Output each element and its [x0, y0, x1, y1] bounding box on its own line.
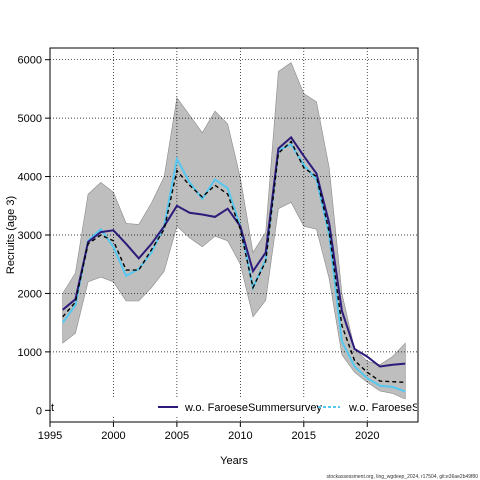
x-tick-label: 2015 — [292, 430, 316, 442]
series-layer — [61, 135, 406, 393]
y-tick-label: 1000 — [18, 347, 42, 359]
y-axis-title: Recruits (age 3) — [5, 196, 17, 274]
x-axis-title: Years — [220, 455, 248, 467]
series-line-summer — [62, 135, 406, 368]
series-line-spring — [61, 143, 406, 393]
x-axis: 1995 2000 2005 2010 2015 2020 — [38, 422, 379, 442]
y-tick-label: 4000 — [18, 172, 42, 184]
legend-label-summer: w.o. FaroeseSummersurvey — [184, 402, 322, 414]
legend-label-spring: w.o. FaroeseSp — [348, 402, 425, 414]
y-tick-label: 3000 — [18, 230, 42, 242]
legend: t w.o. FaroeseSummersurvey w.o. FaroeseS… — [51, 399, 425, 415]
x-tick-label: 2000 — [101, 430, 125, 442]
y-tick-label: 0 — [36, 405, 42, 417]
credit-text: stockassessment.org, ling_wgdeep_2024, r… — [327, 474, 479, 480]
y-tick-label: 5000 — [18, 113, 42, 125]
x-tick-label: 2005 — [165, 430, 189, 442]
y-tick-label: 6000 — [18, 55, 42, 67]
x-tick-label: 2020 — [355, 430, 379, 442]
x-tick-label: 1995 — [38, 430, 62, 442]
x-tick-label: 2010 — [228, 430, 252, 442]
legend-background — [51, 399, 417, 415]
legend-cut-label: t — [51, 402, 54, 414]
y-axis: 0 1000 2000 3000 4000 5000 6000 — [18, 55, 50, 417]
y-tick-label: 2000 — [18, 288, 42, 300]
